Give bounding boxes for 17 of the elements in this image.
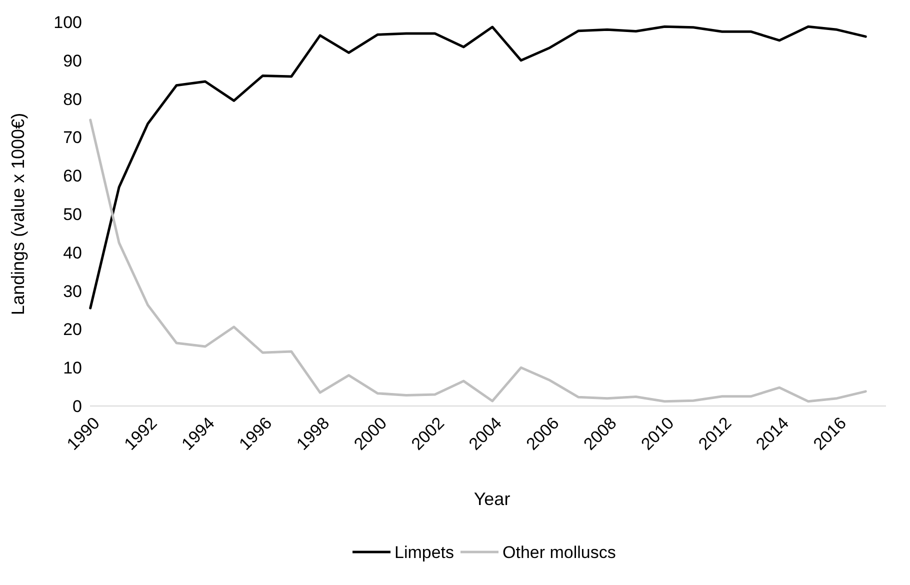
line-series <box>89 118 867 403</box>
y-axis-title: Landings (value x 1000€) <box>8 112 28 316</box>
line-series <box>89 25 867 310</box>
y-tick-label: 0 <box>72 396 82 416</box>
y-tick-label: 80 <box>63 90 82 109</box>
y-tick-label: 10 <box>63 358 82 378</box>
y-tick-label: 100 <box>54 12 82 32</box>
y-tick-label: 50 <box>63 204 82 224</box>
y-tick-label: 30 <box>63 282 82 301</box>
y-tick-label: 60 <box>63 166 82 186</box>
y-tick-label: 40 <box>63 243 82 262</box>
y-tick-label: 70 <box>63 128 82 148</box>
legend-label: Other molluscs <box>502 543 616 562</box>
y-tick-label: 90 <box>63 51 82 70</box>
y-tick-label: 20 <box>63 320 82 340</box>
legend-label: Limpets <box>394 543 454 562</box>
x-axis-title: Year <box>474 489 510 509</box>
